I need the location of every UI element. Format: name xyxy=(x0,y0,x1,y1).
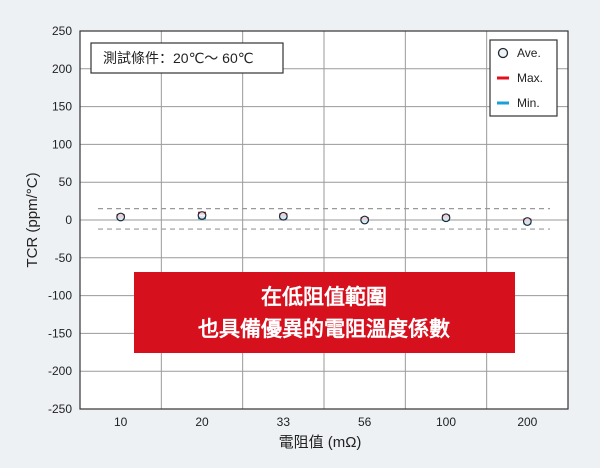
y-tick-label: 50 xyxy=(59,175,73,189)
callout-banner xyxy=(134,272,515,353)
x-tick-label: 33 xyxy=(277,415,291,429)
y-tick-label: -50 xyxy=(55,251,73,265)
x-tick-label: 100 xyxy=(436,415,456,429)
legend-label: Max. xyxy=(517,71,543,85)
ave-marker xyxy=(116,212,126,222)
x-tick-label: 20 xyxy=(195,415,209,429)
y-tick-label: -250 xyxy=(48,402,72,416)
ave-marker xyxy=(278,211,288,221)
ave-marker xyxy=(360,215,370,225)
legend-label: Ave. xyxy=(517,46,541,60)
y-tick-label: 200 xyxy=(52,62,72,76)
legend-ave-icon xyxy=(497,47,509,59)
x-tick-label: 56 xyxy=(358,415,372,429)
condition-label: 測試條件：20℃～ 60℃ xyxy=(103,50,253,66)
y-tick-label: 250 xyxy=(52,24,72,38)
plot-border xyxy=(79,30,569,410)
ave-marker xyxy=(197,211,207,220)
x-axis-label: 電阻值 (mΩ) xyxy=(279,434,362,451)
callout-line-1: 在低阻值範圍 xyxy=(261,285,387,309)
callout-line-2: 也具備優異的電阻溫度係數 xyxy=(198,317,450,341)
y-tick-label: 100 xyxy=(52,137,72,151)
x-tick-label: 200 xyxy=(517,415,537,429)
y-tick-label: -150 xyxy=(48,326,72,340)
y-axis-label: TCR (ppm/°C) xyxy=(24,172,41,267)
y-tick-label: -100 xyxy=(48,289,72,303)
condition-box xyxy=(90,42,284,74)
x-tick-label: 10 xyxy=(114,415,128,429)
ave-marker xyxy=(522,217,532,226)
y-tick-label: -200 xyxy=(48,364,72,378)
y-tick-label: 150 xyxy=(52,100,72,114)
legend-label: Min. xyxy=(517,96,540,110)
ave-marker xyxy=(441,213,451,223)
y-tick-label: 0 xyxy=(65,213,72,227)
